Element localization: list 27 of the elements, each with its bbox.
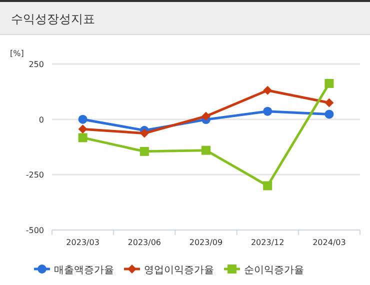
point: [324, 98, 334, 108]
x-tick-label: 2024/03: [312, 238, 346, 247]
x-tick-label: 2023/03: [66, 238, 100, 247]
x-tick-label: 2023/06: [128, 238, 162, 247]
point: [263, 106, 272, 116]
point: [78, 124, 88, 134]
point: [263, 181, 272, 190]
chart-title: 수익성장성지표: [11, 12, 95, 26]
point: [324, 78, 334, 88]
point: [140, 146, 149, 156]
y-tick-label: 250: [28, 60, 44, 69]
x-tick-label: 2023/09: [189, 238, 223, 247]
point: [202, 112, 210, 121]
legend-label: 순이익증가율: [244, 265, 304, 276]
y-tick-label: -500: [26, 226, 44, 235]
legend-label: 영업이익증가율: [144, 265, 214, 276]
legend-label: 매출액증가율: [54, 265, 114, 276]
y-axis-title: [%]: [10, 49, 24, 58]
point: [202, 146, 210, 155]
point: [140, 128, 149, 138]
point: [263, 86, 272, 95]
y-tick-label: -250: [26, 170, 44, 180]
point: [78, 133, 88, 142]
point: [324, 110, 334, 119]
x-tick-label: 2023/12: [250, 238, 284, 247]
y-tick-label: 0: [38, 115, 44, 124]
point: [78, 114, 88, 124]
